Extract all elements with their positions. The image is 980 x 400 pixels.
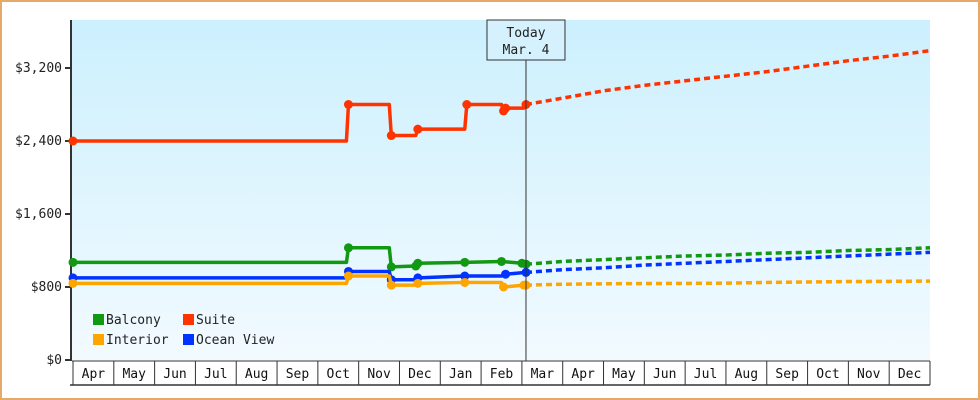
series-balcony — [68, 243, 931, 272]
x-month-label: May — [612, 367, 636, 382]
series-layer — [68, 48, 931, 292]
data-point[interactable] — [343, 243, 353, 253]
x-month-label: Sep — [286, 367, 310, 382]
data-point[interactable] — [68, 136, 78, 146]
data-point[interactable] — [68, 278, 78, 288]
data-point[interactable] — [499, 282, 509, 292]
x-month-label: Dec — [898, 367, 921, 382]
x-month-label: Jun — [163, 367, 186, 382]
legend-item-balcony[interactable]: Balcony — [93, 313, 161, 328]
today-label-box — [486, 19, 566, 61]
legend-item-ocean-view[interactable]: Ocean View — [183, 333, 274, 348]
legend-label: Ocean View — [196, 333, 274, 348]
y-tick-label: $1,600 — [15, 207, 62, 222]
x-month-label: Aug — [245, 367, 268, 382]
x-month-label: Nov — [857, 367, 881, 382]
x-month-label: Feb — [490, 367, 514, 382]
legend-swatch-icon — [183, 314, 194, 325]
x-month-label: Jul — [204, 367, 227, 382]
x-month-label: Nov — [367, 367, 391, 382]
x-month-label: Jul — [694, 367, 717, 382]
data-point[interactable] — [413, 278, 423, 288]
x-month-label: May — [122, 367, 146, 382]
legend-label: Balcony — [106, 313, 161, 328]
series-suite — [68, 48, 931, 146]
data-point[interactable] — [413, 258, 423, 268]
data-point[interactable] — [413, 124, 423, 134]
x-month-label: Oct — [816, 367, 839, 382]
data-point[interactable] — [343, 271, 353, 281]
x-month-label: Aug — [735, 367, 758, 382]
x-month-label: Apr — [571, 367, 595, 382]
x-month-label: Dec — [408, 367, 431, 382]
y-tick-label: $2,400 — [15, 134, 62, 149]
x-month-label: Jun — [653, 367, 676, 382]
today-marker: Today Mar. 4 — [486, 19, 566, 361]
plot-area — [72, 20, 930, 360]
legend-item-interior[interactable]: Interior — [93, 333, 169, 348]
x-month-label: Apr — [82, 367, 106, 382]
y-tick-label: $800 — [31, 280, 62, 295]
data-point[interactable] — [497, 256, 506, 266]
x-month-label: Jan — [449, 367, 472, 382]
legend-swatch-icon — [93, 334, 104, 345]
data-point[interactable] — [501, 103, 511, 113]
legend: Balcony Suite Interior Ocean View — [93, 313, 274, 348]
data-point[interactable] — [343, 100, 353, 109]
data-point[interactable] — [460, 271, 470, 281]
data-point[interactable] — [386, 131, 396, 141]
legend-swatch-icon — [183, 334, 194, 345]
legend-swatch-icon — [93, 314, 104, 325]
data-point[interactable] — [462, 100, 472, 109]
legend-label: Interior — [106, 333, 169, 348]
x-month-label: Sep — [775, 367, 799, 382]
data-point[interactable] — [386, 280, 396, 290]
data-point[interactable] — [501, 269, 511, 279]
x-month-label: Mar — [531, 367, 555, 382]
today-date-label: Mar. 4 — [503, 43, 550, 58]
legend-label: Suite — [196, 313, 235, 328]
data-point[interactable] — [68, 257, 78, 267]
y-tick-label: $0 — [46, 353, 62, 368]
y-axis: $0 $800 $1,600 $2,400 $3,200 — [15, 20, 72, 368]
today-label: Today — [506, 26, 545, 41]
legend-item-suite[interactable]: Suite — [183, 313, 235, 328]
data-point[interactable] — [460, 277, 470, 287]
x-axis: Apr May Jun Jul Aug Sep Oct Nov Dec Jan Feb Mar Apr M… — [70, 360, 931, 386]
y-tick-label: $3,200 — [15, 61, 62, 76]
data-point[interactable] — [460, 257, 470, 267]
data-point[interactable] — [386, 262, 396, 272]
x-month-label: Oct — [327, 367, 350, 382]
